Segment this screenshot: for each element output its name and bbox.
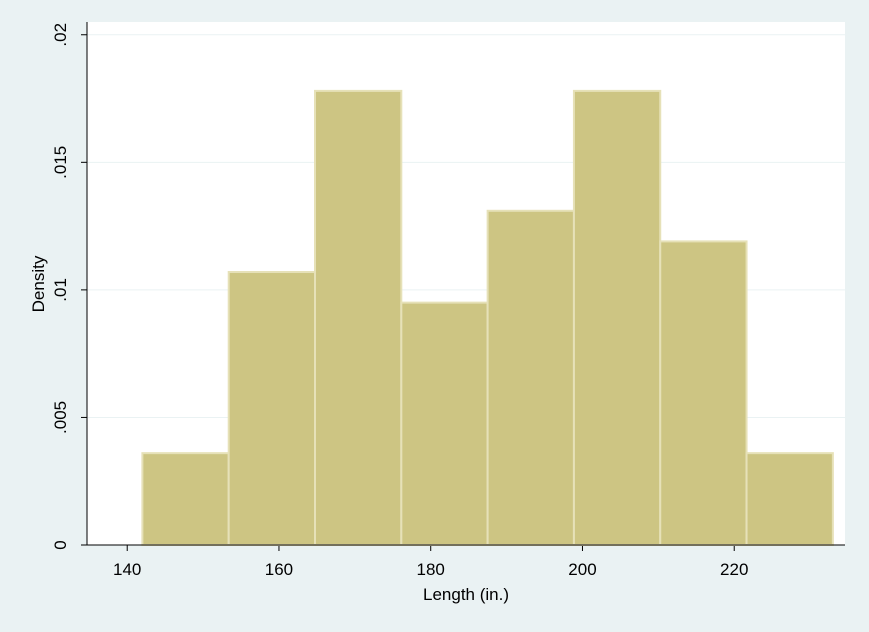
- x-tick-label: 160: [265, 560, 293, 579]
- bar: [227, 271, 317, 546]
- bar: [400, 301, 489, 547]
- bar: [572, 89, 662, 546]
- x-tick-label: 200: [568, 560, 596, 579]
- x-axis-label: Length (in.): [423, 585, 509, 604]
- bar: [314, 89, 403, 546]
- y-tick-label: .02: [51, 23, 70, 47]
- y-axis-label: Density: [29, 255, 48, 312]
- y-tick-label: 0: [51, 540, 70, 549]
- y-tick-label: .005: [51, 401, 70, 434]
- bar: [745, 452, 834, 546]
- x-tick-label: 180: [417, 560, 445, 579]
- y-tick-label: .015: [51, 146, 70, 179]
- bar: [486, 209, 575, 546]
- x-tick-label: 220: [720, 560, 748, 579]
- y-tick-label: .01: [51, 278, 70, 302]
- bar: [659, 240, 748, 546]
- x-tick-label: 140: [113, 560, 141, 579]
- bar: [141, 452, 230, 546]
